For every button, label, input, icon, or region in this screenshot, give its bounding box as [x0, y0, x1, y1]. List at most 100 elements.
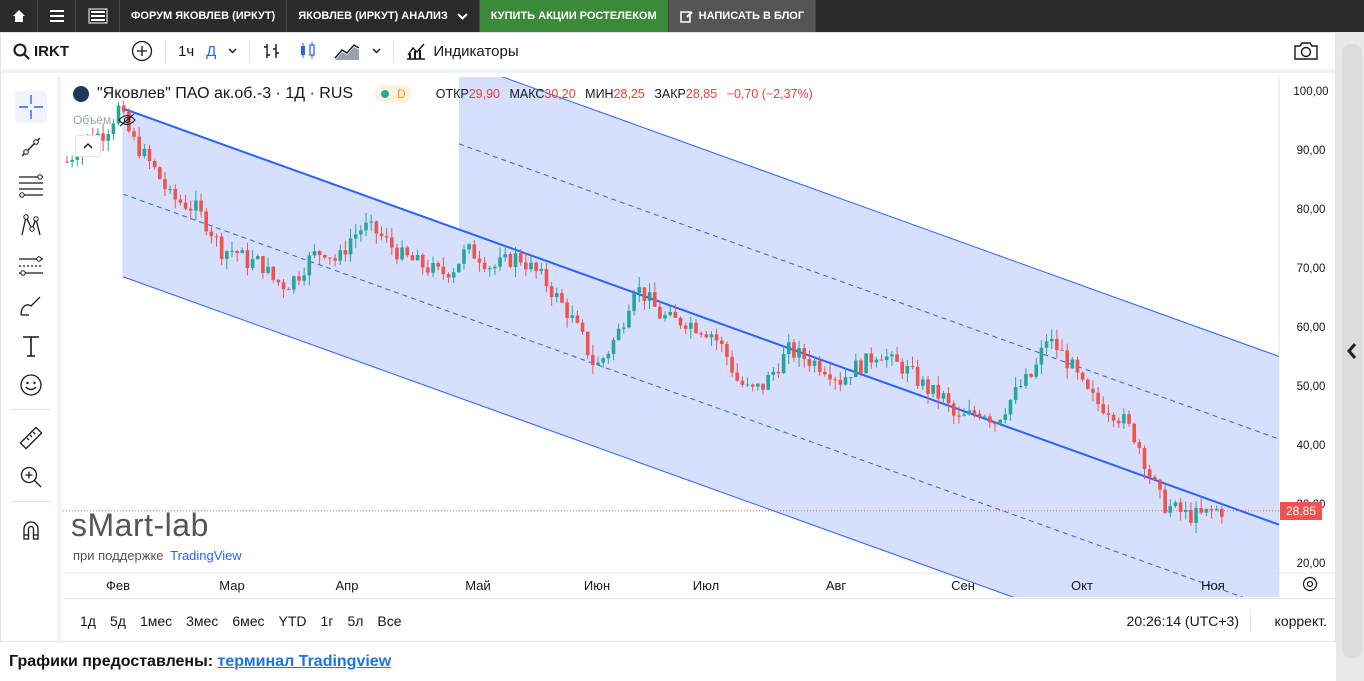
candle — [405, 247, 410, 256]
candle — [560, 293, 564, 303]
candle — [534, 262, 538, 272]
bar-style-area[interactable] — [326, 31, 389, 71]
candle — [121, 105, 126, 112]
candle — [1168, 506, 1173, 513]
adjust-button[interactable]: коррект. — [1274, 612, 1327, 629]
range-button[interactable]: 6мес — [232, 612, 265, 629]
candle — [1029, 373, 1033, 377]
x-tick-label: Ноя — [1201, 578, 1225, 593]
range-button[interactable]: 1д — [80, 612, 96, 629]
candle — [1153, 477, 1157, 480]
company-logo-icon — [73, 86, 89, 102]
range-button[interactable]: Все — [377, 612, 402, 629]
candle — [689, 322, 693, 329]
range-button[interactable]: 1г — [320, 612, 334, 629]
quotes-icon[interactable] — [76, 0, 120, 32]
indicators-button[interactable]: Индикаторы — [398, 31, 526, 71]
screenshot-button[interactable] — [1285, 31, 1327, 71]
collapse-legend-button[interactable] — [75, 135, 101, 157]
candle — [147, 148, 152, 161]
candle — [957, 415, 961, 417]
compare-button[interactable] — [123, 31, 161, 71]
home-icon[interactable] — [0, 0, 38, 32]
add-circle-icon — [131, 40, 153, 62]
interval-selector[interactable]: 1ч Д — [170, 31, 245, 71]
candle — [209, 231, 214, 237]
candle — [142, 148, 147, 157]
candle — [714, 334, 719, 341]
range-button[interactable]: 5д — [109, 612, 126, 629]
candle — [436, 263, 440, 267]
pattern-tool[interactable] — [15, 210, 47, 242]
candle — [601, 358, 605, 363]
bars-icon — [264, 44, 280, 58]
candle — [1065, 350, 1069, 369]
emoji-tool[interactable] — [15, 369, 47, 401]
candle — [941, 393, 946, 399]
candle — [802, 348, 807, 360]
price-chart[interactable]: 100,0090,0080,0070,0060,0050,0040,0030,0… — [63, 77, 1337, 597]
bar-style-bars[interactable] — [254, 31, 290, 71]
candles-icon — [301, 42, 315, 59]
camera-icon — [1294, 42, 1318, 60]
candle — [173, 188, 178, 200]
chart-canvas[interactable]: 100,0090,0080,0070,0060,0050,0040,0030,0… — [63, 77, 1337, 597]
menu-icon[interactable] — [38, 0, 76, 32]
settings-button[interactable] — [1301, 575, 1319, 593]
zoom-tool[interactable] — [15, 461, 47, 493]
candle — [1132, 423, 1136, 443]
nav-write-blog[interactable]: НАПИСАТЬ В БЛОГ — [668, 0, 817, 32]
candle — [70, 159, 74, 162]
side-panel-toggle[interactable] — [1342, 44, 1362, 658]
symbol-search[interactable]: IRKT — [1, 31, 77, 71]
range-button[interactable]: 5л — [347, 612, 364, 629]
bar-style-candles[interactable] — [290, 31, 326, 71]
candle — [513, 253, 518, 267]
fib-retracement-tool[interactable] — [15, 170, 47, 202]
nav-analysis-label: ЯКОВЛЕВ (ИРКУТ) АНАЛИЗ — [298, 10, 448, 22]
candle — [410, 255, 415, 261]
candle — [663, 315, 667, 319]
prediction-tool[interactable] — [15, 250, 47, 282]
nav-analysis[interactable]: ЯКОВЛЕВ (ИРКУТ) АНАЛИЗ — [287, 0, 480, 32]
edit-icon — [679, 10, 693, 23]
candle — [792, 342, 796, 358]
candle — [75, 156, 80, 160]
magnet-tool[interactable] — [15, 514, 47, 546]
candle — [390, 237, 394, 248]
watermark-logo: sMart-lab — [71, 507, 209, 543]
measure-tool[interactable] — [15, 422, 47, 454]
chevron-down-icon — [228, 48, 237, 54]
pattern-icon — [21, 214, 41, 236]
range-button[interactable]: 3мес — [186, 612, 219, 629]
brush-tool[interactable] — [15, 290, 47, 322]
nav-forum[interactable]: ФОРУМ ЯКОВЛЕВ (ИРКУТ) — [120, 0, 288, 32]
candle — [158, 167, 162, 180]
footer-link[interactable]: терминал Tradingview — [217, 653, 392, 670]
channel-outer-line — [501, 77, 1280, 357]
candle — [168, 188, 172, 190]
clock[interactable]: 20:26:14 (UTC+3) — [1126, 612, 1239, 629]
candle — [400, 247, 404, 260]
range-button[interactable]: YTD — [278, 612, 307, 629]
candle — [348, 238, 353, 255]
trend-line-tool[interactable] — [15, 131, 47, 163]
eye-hidden-icon[interactable] — [118, 113, 136, 127]
candle — [833, 379, 837, 381]
candle — [235, 250, 239, 254]
crosshair-tool[interactable] — [15, 91, 47, 123]
candle — [359, 230, 363, 235]
chart-legend: "Яковлев" ПАО ак.об.-3 · 1Д · RUS D ОТКР… — [73, 85, 819, 103]
candle — [328, 257, 332, 259]
range-button[interactable]: 1мес — [139, 612, 173, 629]
fib-lines-icon — [19, 174, 43, 198]
candle — [1055, 338, 1059, 350]
candle — [776, 371, 781, 374]
nav-buy-shares[interactable]: КУПИТЬ АКЦИИ РОСТЕЛЕКОМ — [479, 0, 669, 32]
candle — [781, 354, 786, 374]
market-status-badge[interactable]: D — [375, 85, 412, 103]
candle — [467, 244, 471, 250]
candle — [828, 374, 832, 380]
x-tick-label: Апр — [336, 578, 359, 593]
text-tool[interactable] — [15, 330, 47, 362]
